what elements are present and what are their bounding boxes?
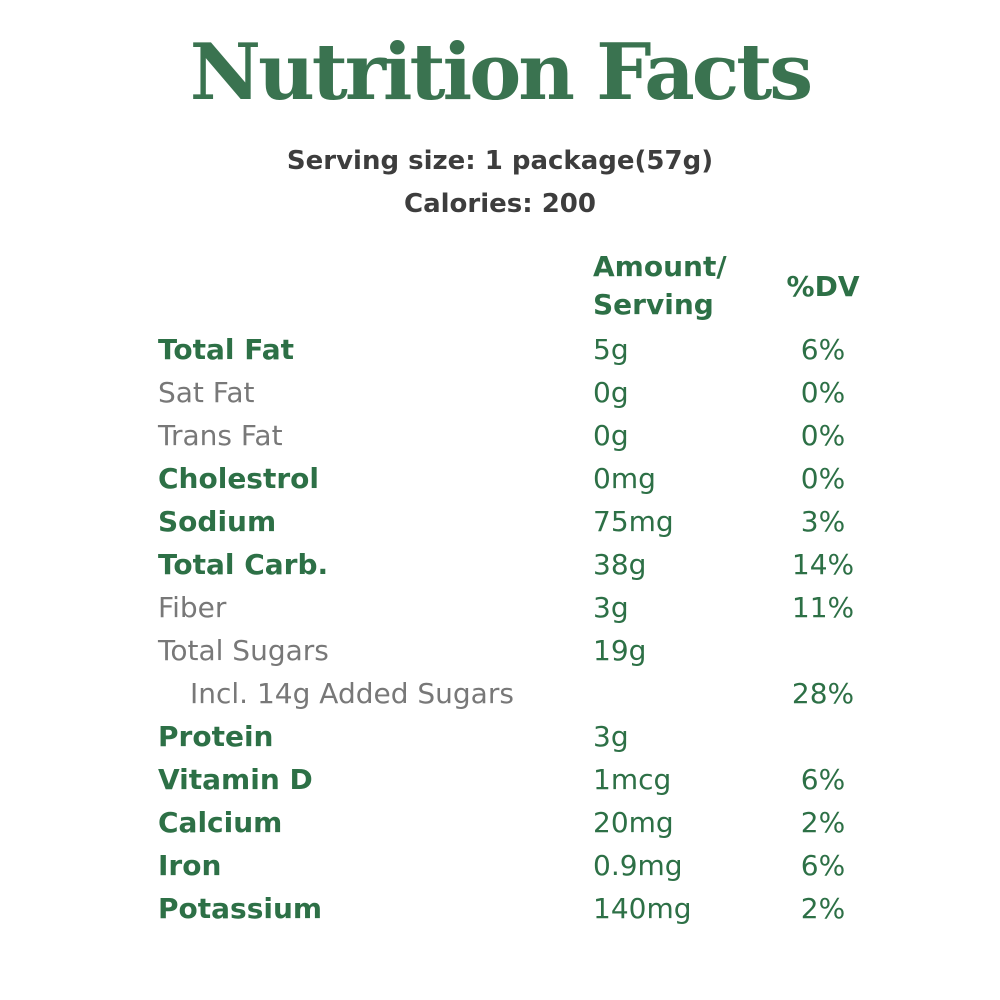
amount-per-serving-value: 0mg: [593, 462, 656, 495]
amount-per-serving-value: 0g: [593, 376, 629, 409]
table-body: Total Fat 5g 6% Sat Fat 0g 0% Trans Fat 0g 0% Cho…: [158, 328, 888, 930]
nutrient-label: Potassium: [158, 892, 323, 925]
table-row: Potassium 140mg 2%: [158, 887, 888, 930]
nutrient-label: Incl. 14g Added Sugars: [190, 677, 514, 710]
table-row: Sat Fat 0g 0%: [158, 371, 888, 414]
page-title: Nutrition Facts: [189, 27, 813, 118]
table-row: Total Fat 5g 6%: [158, 328, 888, 371]
daily-value-percent: 14%: [791, 548, 855, 581]
amount-per-serving-value: 1mcg: [593, 763, 672, 796]
nutrient-label: Calcium: [158, 806, 283, 839]
table-row: Protein 3g: [158, 715, 888, 758]
nutrient-label: Protein: [158, 720, 274, 753]
daily-value-percent: 6%: [800, 849, 846, 882]
daily-value-percent: 3%: [800, 505, 846, 538]
daily-value-percent: 0%: [800, 462, 846, 495]
daily-value-percent: 6%: [800, 763, 846, 796]
nutrient-label: Sodium: [158, 505, 277, 538]
daily-value-percent: 11%: [791, 591, 855, 624]
amount-per-serving-value: 20mg: [593, 806, 674, 839]
table-row: Trans Fat 0g 0%: [158, 414, 888, 457]
table-row: Total Sugars 19g: [158, 629, 888, 672]
column-header-amount-serving: Amount/ Serving: [593, 248, 758, 324]
amount-per-serving-value: 0.9mg: [593, 849, 683, 882]
daily-value-percent: 6%: [800, 333, 846, 366]
nutrient-label: Total Fat: [158, 333, 295, 366]
column-header-dv: %DV: [786, 269, 860, 303]
amount-per-serving-value: 140mg: [593, 892, 692, 925]
amount-per-serving-value: 3g: [593, 591, 629, 624]
nutrient-label: Total Carb.: [158, 548, 329, 581]
table-row: Cholestrol 0mg 0%: [158, 457, 888, 500]
amount-per-serving-value: 38g: [593, 548, 647, 581]
nutrient-label: Trans Fat: [158, 419, 283, 452]
table-row: Calcium 20mg 2%: [158, 801, 888, 844]
table-row: Iron 0.9mg 6%: [158, 844, 888, 887]
daily-value-percent: 0%: [800, 419, 846, 452]
nutrient-label: Sat Fat: [158, 376, 255, 409]
calories-text: Calories: 200: [404, 189, 596, 219]
amount-per-serving-value: 0g: [593, 419, 629, 452]
nutrient-label: Iron: [158, 849, 222, 882]
column-header-amount-line2: Serving: [593, 288, 714, 321]
table-row: Fiber 3g 11%: [158, 586, 888, 629]
daily-value-percent: 2%: [800, 806, 846, 839]
nutrient-label: Fiber: [158, 591, 227, 624]
serving-size-text: Serving size: 1 package(57g): [286, 146, 714, 176]
nutrition-table: Amount/ Serving %DV Total Fat 5g 6% Sat Fat…: [158, 248, 888, 930]
serving-info: Serving size: 1 package(57g) Calories: 2…: [0, 140, 1000, 226]
table-row: Sodium 75mg 3%: [158, 500, 888, 543]
daily-value-percent: 0%: [800, 376, 846, 409]
amount-per-serving-value: 3g: [593, 720, 629, 753]
amount-per-serving-value: 5g: [593, 333, 629, 366]
amount-per-serving-value: 75mg: [593, 505, 674, 538]
column-header-amount-line1: Amount/: [593, 250, 727, 283]
table-header-row: Amount/ Serving %DV: [158, 248, 888, 324]
table-row: Total Carb. 38g 14%: [158, 543, 888, 586]
amount-per-serving-value: 19g: [593, 634, 647, 667]
daily-value-percent: 28%: [791, 677, 855, 710]
table-row: Incl. 14g Added Sugars 28%: [158, 672, 888, 715]
nutrient-label: Cholestrol: [158, 462, 319, 495]
daily-value-percent: 2%: [800, 892, 846, 925]
nutrient-label: Vitamin D: [158, 763, 313, 796]
table-row: Vitamin D 1mcg 6%: [158, 758, 888, 801]
nutrient-label: Total Sugars: [158, 634, 329, 667]
